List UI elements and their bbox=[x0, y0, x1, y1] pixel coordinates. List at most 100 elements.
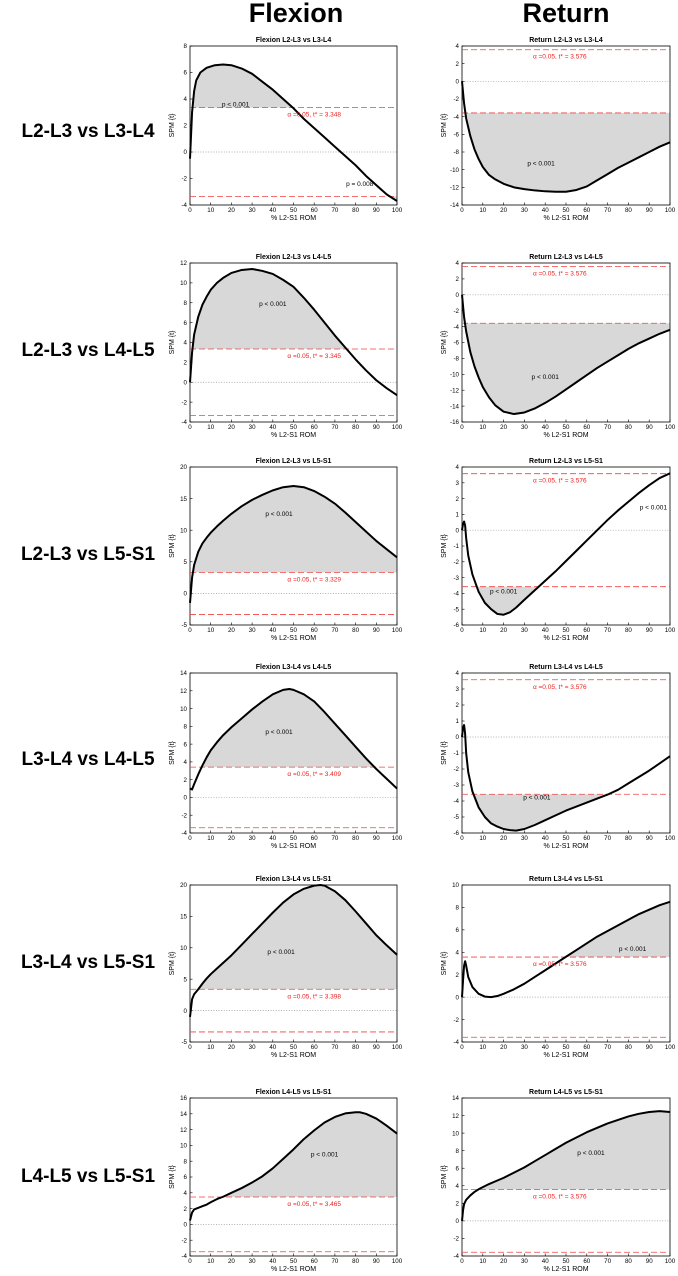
chart-title: Flexion L2-L3 vs L3-L4 bbox=[256, 37, 332, 44]
y-tick-label: -1 bbox=[453, 543, 459, 550]
x-axis-label: % L2-S1 ROM bbox=[543, 843, 588, 850]
y-tick-label: -2 bbox=[453, 766, 459, 773]
x-tick-label: 100 bbox=[665, 424, 676, 431]
row-label-1: L2-L3 vs L3-L4 bbox=[21, 121, 154, 142]
y-tick-label: 12 bbox=[180, 260, 187, 267]
y-tick-label: -4 bbox=[181, 419, 187, 426]
x-tick-label: 20 bbox=[500, 207, 507, 214]
y-tick-label: 8 bbox=[456, 905, 460, 912]
x-tick-label: 30 bbox=[249, 424, 256, 431]
threshold-label: α =0.05, t* = 3.345 bbox=[287, 353, 341, 360]
x-tick-label: 50 bbox=[290, 424, 297, 431]
x-tick-label: 0 bbox=[188, 1044, 192, 1051]
x-tick-label: 90 bbox=[373, 1258, 380, 1265]
y-tick-label: 4 bbox=[456, 1183, 460, 1190]
y-tick-label: 4 bbox=[456, 464, 460, 471]
x-axis-label: % L2-S1 ROM bbox=[271, 1266, 316, 1273]
x-tick-label: 0 bbox=[460, 835, 464, 842]
x-tick-label: 70 bbox=[604, 1258, 611, 1265]
x-tick-label: 50 bbox=[563, 835, 570, 842]
chart-title: Return L3-L4 vs L5-S1 bbox=[529, 876, 603, 883]
x-tick-label: 40 bbox=[269, 1258, 276, 1265]
x-tick-label: 80 bbox=[352, 627, 359, 634]
cluster-fill bbox=[222, 1112, 397, 1198]
chart-title: Return L2-L3 vs L5-S1 bbox=[529, 458, 603, 465]
y-tick-label: -4 bbox=[453, 591, 459, 598]
chart-panel-6: 0 10 20 30 40 50 60 70 80 90 100 -6 -5 -4 -3 -2 -1 0 1 2 3 4 R… bbox=[441, 458, 676, 642]
x-tick-label: 30 bbox=[521, 1044, 528, 1051]
x-tick-label: 90 bbox=[646, 835, 653, 842]
threshold-label: α =0.05, t* = 3.576 bbox=[533, 270, 587, 277]
x-tick-label: 20 bbox=[228, 835, 235, 842]
y-tick-label: 14 bbox=[452, 1095, 459, 1102]
y-axis-label: SPM {t} bbox=[441, 330, 448, 354]
p-value-label: p < 0.001 bbox=[267, 949, 295, 956]
y-tick-label: 10 bbox=[180, 706, 187, 713]
x-tick-label: 10 bbox=[207, 835, 214, 842]
x-axis-label: % L2-S1 ROM bbox=[271, 843, 316, 850]
chart-panel-9: 0 10 20 30 40 50 60 70 80 90 100-505101520Flexion … bbox=[169, 876, 403, 1059]
y-tick-label: -6 bbox=[453, 340, 459, 347]
p-value-label: p < 0.001 bbox=[490, 588, 518, 595]
y-tick-label: -10 bbox=[450, 372, 460, 379]
x-tick-label: 100 bbox=[392, 835, 403, 842]
column-header-return: Return bbox=[523, 0, 610, 28]
x-tick-label: 10 bbox=[479, 627, 486, 634]
x-tick-label: 90 bbox=[646, 627, 653, 634]
y-tick-label: 2 bbox=[184, 1206, 188, 1213]
y-tick-label: -5 bbox=[453, 814, 459, 821]
spm-curve bbox=[461, 294, 671, 416]
y-tick-label: 1 bbox=[456, 718, 460, 725]
chart-title: Flexion L2-L3 vs L4-L5 bbox=[256, 254, 332, 261]
x-tick-label: 0 bbox=[188, 835, 192, 842]
y-tick-label: 4 bbox=[184, 759, 188, 766]
x-tick-label: 90 bbox=[373, 627, 380, 634]
x-tick-label: 40 bbox=[542, 835, 549, 842]
y-tick-label: 2 bbox=[456, 276, 460, 283]
y-tick-label: 12 bbox=[452, 1113, 459, 1120]
y-axis-label: SPM {t} bbox=[441, 113, 448, 137]
x-tick-label: 40 bbox=[542, 627, 549, 634]
spm-curve bbox=[189, 63, 398, 202]
x-tick-label: 30 bbox=[521, 1258, 528, 1265]
x-tick-label: 80 bbox=[625, 835, 632, 842]
y-tick-label: 3 bbox=[456, 686, 460, 693]
y-tick-label: -6 bbox=[453, 622, 459, 629]
x-tick-label: 10 bbox=[207, 424, 214, 431]
y-tick-label: -2 bbox=[453, 1017, 459, 1024]
y-tick-label: -14 bbox=[450, 403, 460, 410]
x-tick-label: 0 bbox=[460, 207, 464, 214]
y-tick-label: 14 bbox=[180, 670, 187, 677]
y-tick-label: -3 bbox=[453, 782, 459, 789]
y-tick-label: -4 bbox=[181, 202, 187, 209]
y-tick-label: 15 bbox=[180, 496, 187, 503]
y-tick-label: -4 bbox=[453, 114, 459, 121]
x-tick-label: 10 bbox=[479, 424, 486, 431]
y-tick-label: 10 bbox=[180, 527, 187, 534]
x-tick-label: 90 bbox=[373, 835, 380, 842]
y-tick-label: -8 bbox=[453, 149, 459, 156]
x-tick-label: 60 bbox=[311, 207, 318, 214]
x-tick-label: 50 bbox=[563, 627, 570, 634]
p-value-label: p < 0.001 bbox=[265, 511, 293, 518]
x-tick-label: 100 bbox=[665, 835, 676, 842]
x-tick-label: 100 bbox=[392, 424, 403, 431]
x-tick-label: 0 bbox=[188, 627, 192, 634]
y-tick-label: 4 bbox=[456, 670, 460, 677]
x-tick-label: 0 bbox=[188, 1258, 192, 1265]
y-axis-label: SPM {t} bbox=[441, 740, 448, 764]
x-tick-label: 80 bbox=[352, 835, 359, 842]
p-value-label: p < 0.001 bbox=[259, 301, 287, 308]
y-tick-label: 8 bbox=[184, 43, 188, 50]
x-tick-label: 30 bbox=[249, 835, 256, 842]
x-tick-label: 100 bbox=[392, 207, 403, 214]
chart-title: Return L2-L3 vs L3-L4 bbox=[529, 37, 603, 44]
x-tick-label: 0 bbox=[460, 1258, 464, 1265]
y-axis-label: SPM {t} bbox=[441, 951, 448, 975]
x-tick-label: 100 bbox=[665, 627, 676, 634]
spm-curve bbox=[189, 1111, 398, 1221]
x-tick-label: 90 bbox=[646, 1044, 653, 1051]
x-tick-label: 60 bbox=[311, 424, 318, 431]
y-tick-label: 0 bbox=[184, 795, 188, 802]
y-tick-label: -6 bbox=[453, 830, 459, 837]
